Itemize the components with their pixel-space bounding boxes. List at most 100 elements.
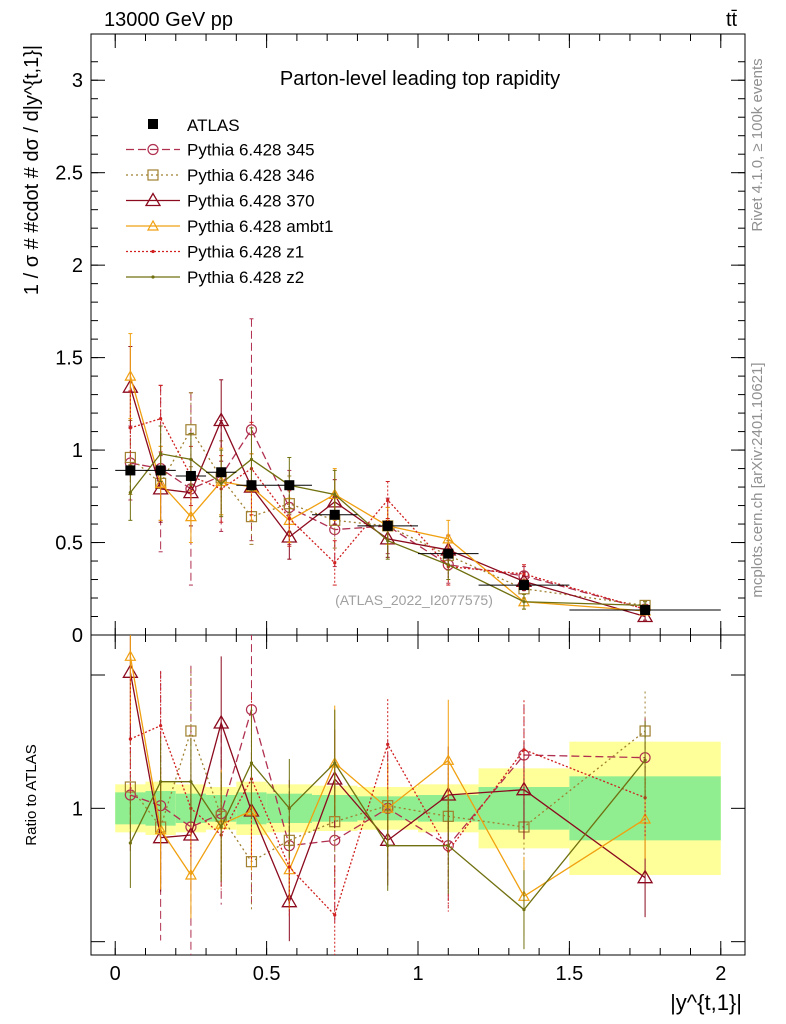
atlas-data-point	[246, 480, 257, 491]
ratio-marker-ambt1	[124, 650, 137, 661]
ratio-marker-z1	[287, 865, 291, 869]
atlas-data-point	[640, 605, 651, 616]
marker-z1	[386, 498, 390, 502]
ratio-marker-p370	[213, 714, 230, 729]
ratio-marker-z1	[522, 748, 526, 752]
main-y-tick-label: 1	[72, 440, 83, 462]
ratio-marker-z1	[159, 724, 163, 728]
legend-label-z2: Pythia 6.428 z2	[187, 268, 304, 287]
ratio-marker-z2	[189, 780, 193, 784]
x-tick-label: 0.5	[253, 963, 281, 985]
ratio-marker-z2	[128, 841, 132, 845]
atlas-data-point	[216, 467, 227, 478]
x-axis-title: |y^{t,1}|	[670, 990, 742, 1015]
atlas-data-point	[155, 465, 166, 476]
ratio-marker-ambt1	[442, 754, 455, 765]
legend-label-p370: Pythia 6.428 370	[187, 192, 315, 211]
ratio-marker-p370	[515, 781, 533, 796]
main-y-tick-label: 0	[72, 625, 83, 647]
ratio-marker-ambt1	[184, 868, 197, 880]
legend: ATLAS Pythia 6.428 345 Pythia 6.428 346 Pyt…	[126, 116, 333, 287]
legend-label-ambt1: Pythia 6.428 ambt1	[187, 217, 333, 236]
ratio-marker-ambt1	[154, 823, 167, 835]
x-tick-label: 1.5	[555, 963, 583, 985]
marker-z1	[333, 561, 337, 565]
ratio-marker-z2	[249, 761, 254, 765]
main-y-tick-label: 2.5	[55, 163, 83, 185]
series-line-p346	[129, 428, 646, 607]
legend-marker-atlas	[148, 119, 158, 129]
ratio-y-axis-title: Ratio to ATLAS	[23, 744, 40, 845]
main-y-tick-label: 3	[72, 70, 83, 92]
atlas-data-point	[443, 548, 454, 559]
marker-z2	[159, 452, 163, 456]
legend-label-p345: Pythia 6.428 345	[187, 141, 315, 160]
legend-label-atlas: ATLAS	[187, 116, 240, 135]
marker-p370	[213, 412, 230, 427]
ratio-line-p346	[129, 728, 646, 863]
x-tick-label: 0	[110, 963, 121, 985]
ratio-marker-z2	[219, 825, 223, 829]
legend-marker-p370	[144, 192, 162, 207]
legend-label-z1: Pythia 6.428 z1	[187, 243, 304, 262]
mcplots-label: mcplots.cern.ch [arXiv:2401.10621]	[749, 362, 766, 597]
ratio-marker-z1	[128, 737, 132, 741]
marker-z2	[189, 457, 193, 461]
ratio-marker-z2	[522, 908, 526, 912]
atlas-data-point	[284, 480, 295, 491]
main-series-group	[122, 318, 654, 623]
ratio-y-tick-label: 1	[72, 798, 83, 820]
ratio-marker-z2	[287, 806, 291, 810]
ratio-marker-z1	[333, 913, 337, 917]
legend-marker-z1	[151, 249, 155, 254]
main-data-points	[115, 465, 721, 616]
marker-z2	[333, 492, 337, 497]
legend-marker-ambt1	[146, 219, 160, 231]
legend-marker-z2	[151, 275, 155, 279]
main-y-axis-title: 1 / σ # #cdot # dσ / d|y^{t,1}|	[21, 45, 43, 295]
ratio-marker-z2	[446, 844, 450, 848]
marker-z2	[249, 457, 254, 461]
marker-z1	[287, 516, 291, 521]
marker-ambt1	[442, 532, 455, 544]
marker-z2	[128, 491, 132, 495]
ratio-series-group	[122, 635, 654, 955]
main-y-tick-label: 2	[72, 255, 83, 277]
main-y-tick-label: 0.5	[55, 533, 83, 555]
atlas-data-point	[382, 520, 393, 531]
legend-marker-p345	[147, 143, 159, 156]
ratio-uncertainty-bands	[115, 741, 721, 875]
marker-z2	[386, 539, 390, 543]
ratio-marker-z2	[159, 780, 163, 784]
marker-ambt1	[154, 477, 167, 488]
atlas-data-point	[185, 470, 196, 481]
energy-label: 13000 GeV pp	[104, 9, 233, 31]
ratio-marker-z2	[386, 844, 390, 848]
atlas-data-point	[329, 509, 340, 520]
ratio-marker-p346	[185, 725, 197, 737]
marker-z1	[522, 572, 526, 576]
ratio-marker-z1	[386, 742, 390, 746]
atlas-data-point	[518, 580, 529, 591]
rivet-label: Rivet 4.1.0, ≥ 100k events	[749, 58, 766, 231]
marker-ambt1	[124, 369, 137, 381]
ratio-marker-z2	[643, 758, 647, 762]
ratio-marker-z2	[333, 761, 337, 765]
ratio-axes: 1 0 0.5 1 1.5 2	[72, 635, 745, 985]
marker-z2	[446, 563, 450, 567]
marker-z2	[522, 600, 526, 604]
marker-z1	[159, 417, 163, 421]
x-tick-label: 2	[715, 963, 726, 985]
main-y-tick-label: 1.5	[55, 348, 83, 370]
chart-title: Parton-level leading top rapidity	[280, 68, 560, 90]
atlas-data-point	[125, 465, 136, 476]
legend-label-p346: Pythia 6.428 346	[187, 166, 315, 185]
main-axes: 0 0.5 1 1.5 2 2.5 3	[55, 34, 745, 647]
marker-ambt1	[184, 510, 197, 522]
x-tick-label: 1	[412, 963, 423, 985]
marker-z2	[219, 481, 223, 485]
marker-z1	[128, 426, 132, 430]
legend-marker-p346	[147, 169, 159, 181]
analysis-watermark: (ATLAS_2022_I2077575)	[335, 592, 493, 608]
